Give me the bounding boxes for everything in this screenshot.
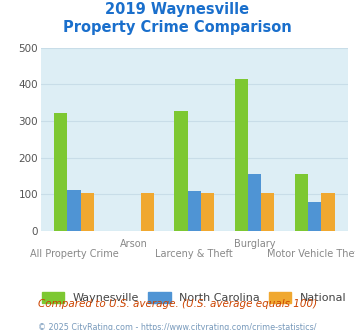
Text: 2019 Waynesville: 2019 Waynesville (105, 2, 250, 16)
Text: Compared to U.S. average. (U.S. average equals 100): Compared to U.S. average. (U.S. average … (38, 299, 317, 309)
Bar (308, 202, 321, 231)
Text: Motor Vehicle Theft: Motor Vehicle Theft (267, 249, 355, 259)
Text: Larceny & Theft: Larceny & Theft (155, 249, 233, 259)
Text: Property Crime Comparison: Property Crime Comparison (63, 20, 292, 35)
Bar (188, 191, 201, 231)
Bar (175, 111, 188, 231)
Legend: Waynesville, North Carolina, National: Waynesville, North Carolina, National (42, 291, 347, 303)
Bar (321, 193, 335, 231)
Bar (235, 79, 248, 231)
Text: All Property Crime: All Property Crime (29, 249, 118, 259)
Bar (81, 193, 94, 231)
Bar (67, 190, 81, 231)
Bar (248, 174, 261, 231)
Bar (261, 193, 274, 231)
Bar (201, 193, 214, 231)
Text: © 2025 CityRating.com - https://www.cityrating.com/crime-statistics/: © 2025 CityRating.com - https://www.city… (38, 323, 317, 330)
Bar (295, 174, 308, 231)
Text: Burglary: Burglary (234, 239, 275, 249)
Text: Arson: Arson (120, 239, 148, 249)
Bar (54, 113, 67, 231)
Bar (141, 193, 154, 231)
